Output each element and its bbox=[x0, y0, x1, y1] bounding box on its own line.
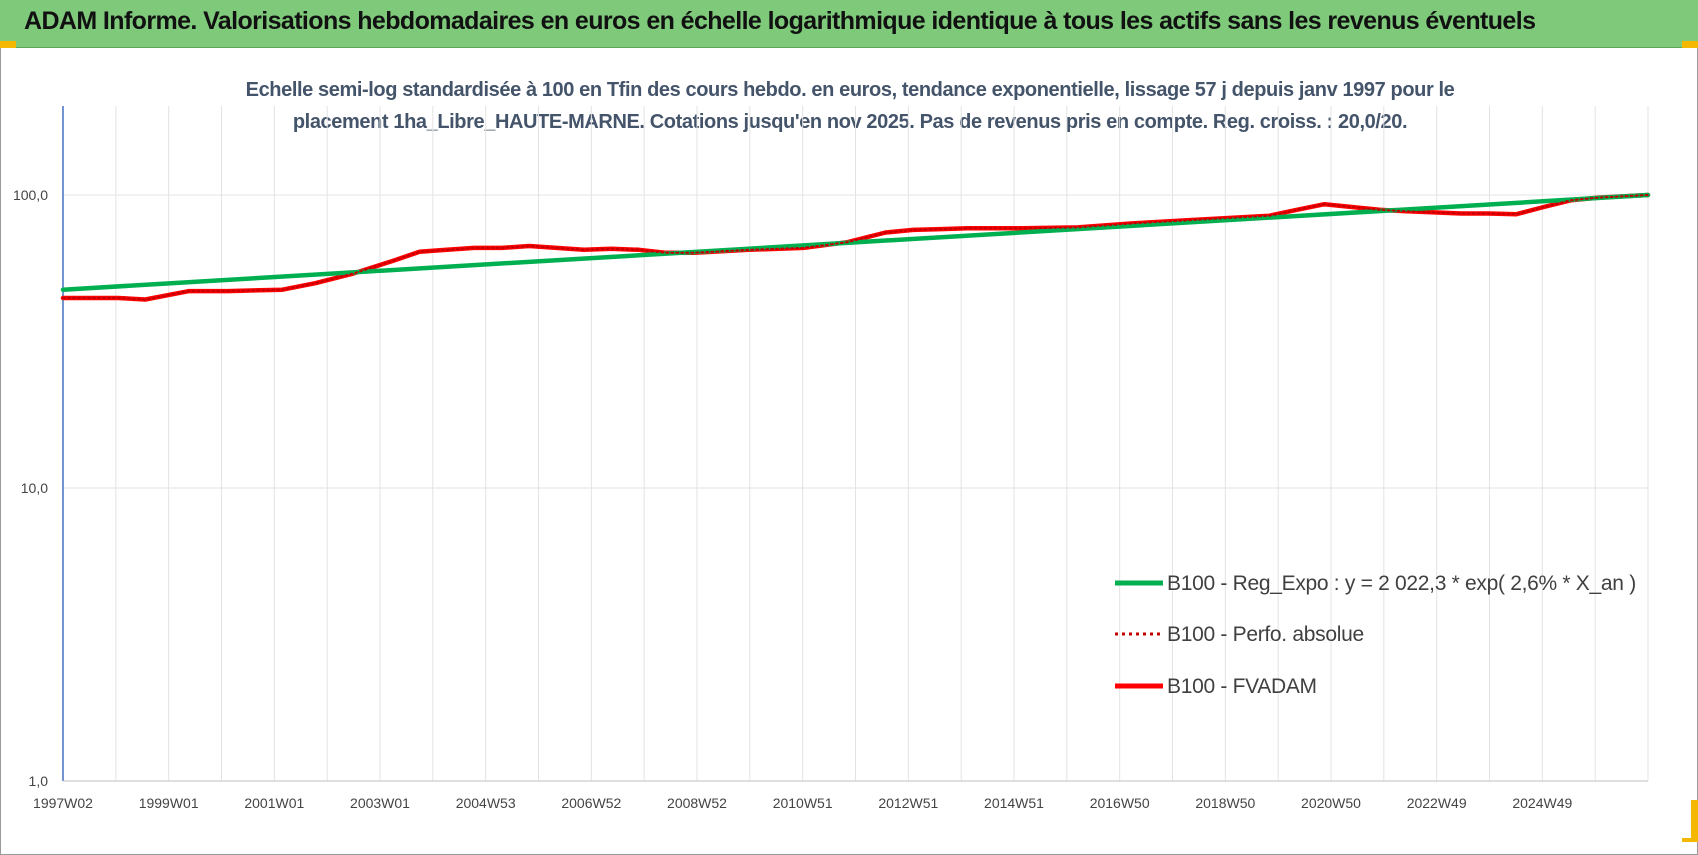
x-tick-label: 2022W49 bbox=[1407, 795, 1467, 811]
x-tick-label: 2016W50 bbox=[1090, 795, 1150, 811]
x-tick-labels: 1997W02 1999W01 2001W01 2003W01 2004W53 2006W… bbox=[33, 795, 1572, 811]
x-tick-label: 1997W02 bbox=[33, 795, 93, 811]
series-line-1 bbox=[62, 194, 1649, 301]
series-lines bbox=[60, 192, 1651, 302]
legend: B100 - Reg_Expo : y = 2 022,3 * exp( 2,6… bbox=[1115, 572, 1636, 698]
legend-label-1: B100 - Perfo. absolue bbox=[1167, 623, 1364, 646]
x-tick-label: 2004W53 bbox=[456, 795, 516, 811]
y-tick-label: 100,0 bbox=[13, 187, 48, 203]
header-bar: ADAM Informe. Valorisations hebdomadaire… bbox=[0, 0, 1698, 48]
x-tick-label: 2014W51 bbox=[984, 795, 1044, 811]
chart-subtitle-line-2: placement 1ha_Libre_HAUTE-MARNE. Cotatio… bbox=[292, 111, 1408, 133]
corner-marker-top-right bbox=[1682, 41, 1698, 48]
legend-label-0: B100 - Reg_Expo : y = 2 022,3 * exp( 2,6… bbox=[1167, 572, 1636, 595]
x-tick-label: 2006W52 bbox=[561, 795, 621, 811]
y-tick-label: 1,0 bbox=[29, 773, 49, 789]
corner-marker-top-left bbox=[0, 41, 16, 48]
x-tick-label: 2012W51 bbox=[878, 795, 938, 811]
grid-lines bbox=[63, 106, 1649, 782]
corner-marker-bottom-right-foot bbox=[1682, 838, 1698, 842]
x-tick-label: 1999W01 bbox=[139, 795, 199, 811]
legend-label-2: B100 - FVADAM bbox=[1167, 675, 1317, 698]
x-tick-label: 2003W01 bbox=[350, 795, 410, 811]
x-tick-label: 2001W01 bbox=[244, 795, 304, 811]
x-tick-label: 2018W50 bbox=[1195, 795, 1255, 811]
y-tick-labels: 1,0 10,0 100,0 bbox=[13, 187, 48, 789]
x-tick-label: 2020W50 bbox=[1301, 795, 1361, 811]
x-tick-label: 2008W52 bbox=[667, 795, 727, 811]
page-title: ADAM Informe. Valorisations hebdomadaire… bbox=[24, 7, 1536, 35]
y-tick-label: 10,0 bbox=[21, 480, 48, 496]
corner-marker-bottom-right bbox=[1691, 800, 1698, 842]
x-tick-label: 2010W51 bbox=[773, 795, 833, 811]
x-tick-label: 2024W49 bbox=[1512, 795, 1572, 811]
chart-subtitle: Echelle semi-log standardisée à 100 en T… bbox=[150, 74, 1550, 138]
chart-subtitle-line-1: Echelle semi-log standardisée à 100 en T… bbox=[245, 79, 1455, 101]
